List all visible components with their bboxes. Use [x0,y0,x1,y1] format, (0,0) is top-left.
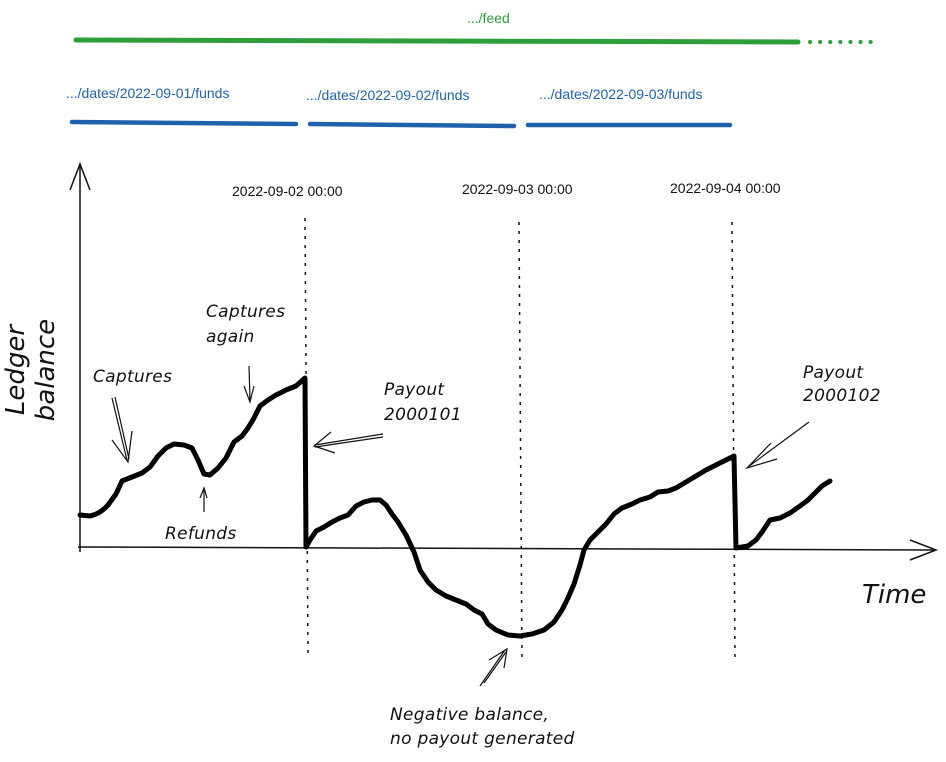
timestamp-label-3: 2022-09-04 00:00 [670,180,781,196]
payout2-annotation-line2: 2000102 [803,386,881,406]
date-endpoint-label-2: .../dates/2022-09-02/funds [306,87,470,103]
day-divider-2 [518,221,523,661]
day-divider-3 [731,221,736,661]
date-endpoint-label-3: .../dates/2022-09-03/funds [539,86,703,102]
date-endpoint-label-1: .../dates/2022-09-01/funds [66,85,230,101]
feed-span-line [73,37,874,45]
timestamp-label-1: 2022-09-02 00:00 [232,183,343,199]
captures-again-annotation-line1: Captures [206,302,286,322]
feed-endpoint-label: .../feed [467,10,510,26]
date-span-line-1 [69,119,299,127]
timestamp-label-2: 2022-09-03 00:00 [462,181,573,197]
captures-again-arrow [243,365,255,405]
refunds-arrow [199,486,208,512]
payout1-annotation-line2: 2000101 [384,405,462,425]
payout1-annotation-line1: Payout [384,380,445,400]
negative-balance-annotation-line1: Negative balance, [390,705,550,725]
captures-annotation: Captures [93,367,173,387]
x-axis-label: Time [862,580,927,610]
payout2-annotation-line1: Payout [803,363,864,383]
negative-balance-arrow [479,647,508,687]
y-axis [69,161,91,552]
date-span-line-2 [307,121,517,129]
payout2-arrow [744,421,810,470]
refunds-annotation: Refunds [165,524,237,544]
balance-curve [77,375,833,639]
captures-arrow [111,396,133,464]
x-axis [77,539,939,561]
negative-balance-annotation-line2: no payout generated [390,729,575,749]
payout1-arrow [312,431,384,454]
captures-again-annotation-line2: again [206,327,255,347]
y-axis-label: Ledger balance [1,318,61,422]
